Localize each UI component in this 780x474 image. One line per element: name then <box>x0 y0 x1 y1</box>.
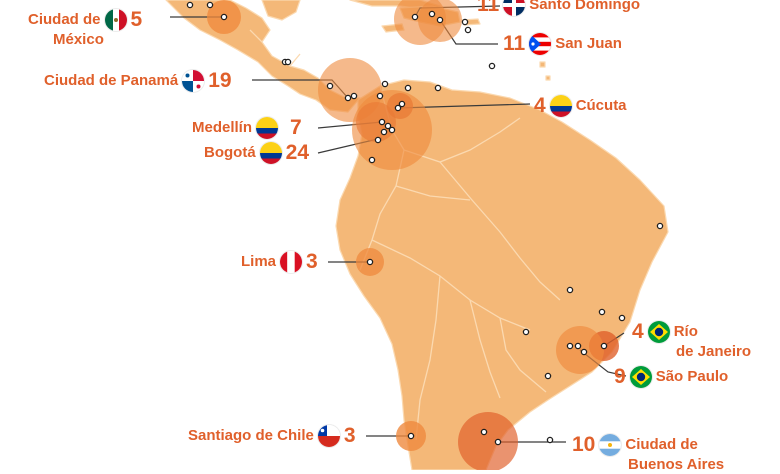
country-borders <box>249 29 561 441</box>
city-name: São Paulo <box>655 368 729 385</box>
label-ciudad-de-mexico: Ciudad de 5 México <box>28 9 142 49</box>
argentina-flag-icon <box>599 434 621 456</box>
city-name: Río <box>673 323 698 340</box>
chile-flag-icon <box>318 425 340 447</box>
dominican-republic-flag-icon <box>503 0 525 16</box>
label-san-juan: 11 San Juan <box>503 33 622 55</box>
label-santo-domingo: 11 Santo Domingo <box>477 0 640 16</box>
lesser-antilles <box>539 61 551 81</box>
count: 5 <box>130 8 143 31</box>
count: 10 <box>572 433 596 456</box>
count: 11 <box>477 0 500 16</box>
count: 11 <box>503 32 526 55</box>
city-name: Medellín <box>192 119 253 136</box>
count: 3 <box>306 250 318 273</box>
colombia-flag-icon <box>256 117 278 139</box>
colombia-flag-icon <box>260 142 282 164</box>
count: 4 <box>534 94 546 117</box>
puerto-rico-flag-icon <box>529 33 551 55</box>
bubble-sao-paulo <box>556 326 604 374</box>
land <box>165 0 669 470</box>
label-buenos-aires: 10 Ciudad de Buenos Aires <box>572 434 724 474</box>
city-name: San Juan <box>555 35 622 52</box>
panama-flag-icon <box>182 70 204 92</box>
label-medellin: Medellín 7 <box>192 117 302 139</box>
count: 24 <box>285 141 310 164</box>
brazil-flag-icon <box>630 366 652 388</box>
label-cucuta: 4 Cúcuta <box>534 95 627 117</box>
peru-flag-icon <box>280 251 302 273</box>
city-name: Bogotá <box>204 144 256 161</box>
label-sao-paulo: 9 São Paulo <box>614 366 728 388</box>
count: 19 <box>208 69 232 92</box>
label-santiago-de-chile: Santiago de Chile 3 <box>188 425 356 447</box>
city-name-line2: México <box>53 31 104 48</box>
label-lima: Lima 3 <box>241 251 318 273</box>
city-name: Santiago de Chile <box>188 427 314 444</box>
bubble-buenos-aires <box>458 412 518 470</box>
count: 7 <box>290 116 302 139</box>
city-name: Ciudad de Panamá <box>44 72 179 89</box>
city-name: Ciudad de <box>28 11 101 28</box>
city-name: Santo Domingo <box>529 0 641 13</box>
label-rio-de-janeiro: 4 Río de Janeiro <box>632 321 751 361</box>
city-name: Ciudad de <box>625 436 698 453</box>
brazil-flag-icon <box>648 321 670 343</box>
count: 4 <box>632 320 644 343</box>
count: 3 <box>343 424 356 447</box>
mexico-flag-icon <box>105 9 127 31</box>
city-dots <box>186 1 664 446</box>
city-name: Lima <box>241 253 277 270</box>
yucatan-landmass <box>261 0 301 21</box>
city-name-line2: Buenos Aires <box>628 456 725 473</box>
bubbles <box>207 0 619 470</box>
city-name-line2: de Janeiro <box>676 343 752 360</box>
colombia-flag-icon <box>550 95 572 117</box>
city-name: Cúcuta <box>575 97 627 114</box>
label-bogota: Bogotá 24 <box>204 142 309 164</box>
label-ciudad-de-panama: Ciudad de Panamá 19 <box>44 70 232 92</box>
count: 9 <box>614 365 626 388</box>
